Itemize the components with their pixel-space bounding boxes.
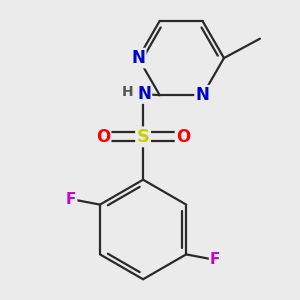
Text: O: O <box>176 128 190 146</box>
Text: F: F <box>210 252 220 267</box>
Text: H: H <box>122 85 134 99</box>
Text: F: F <box>66 192 76 207</box>
Text: N: N <box>137 85 152 103</box>
Text: N: N <box>131 49 145 67</box>
Text: N: N <box>196 86 209 104</box>
Text: O: O <box>96 128 110 146</box>
Text: S: S <box>136 128 150 146</box>
